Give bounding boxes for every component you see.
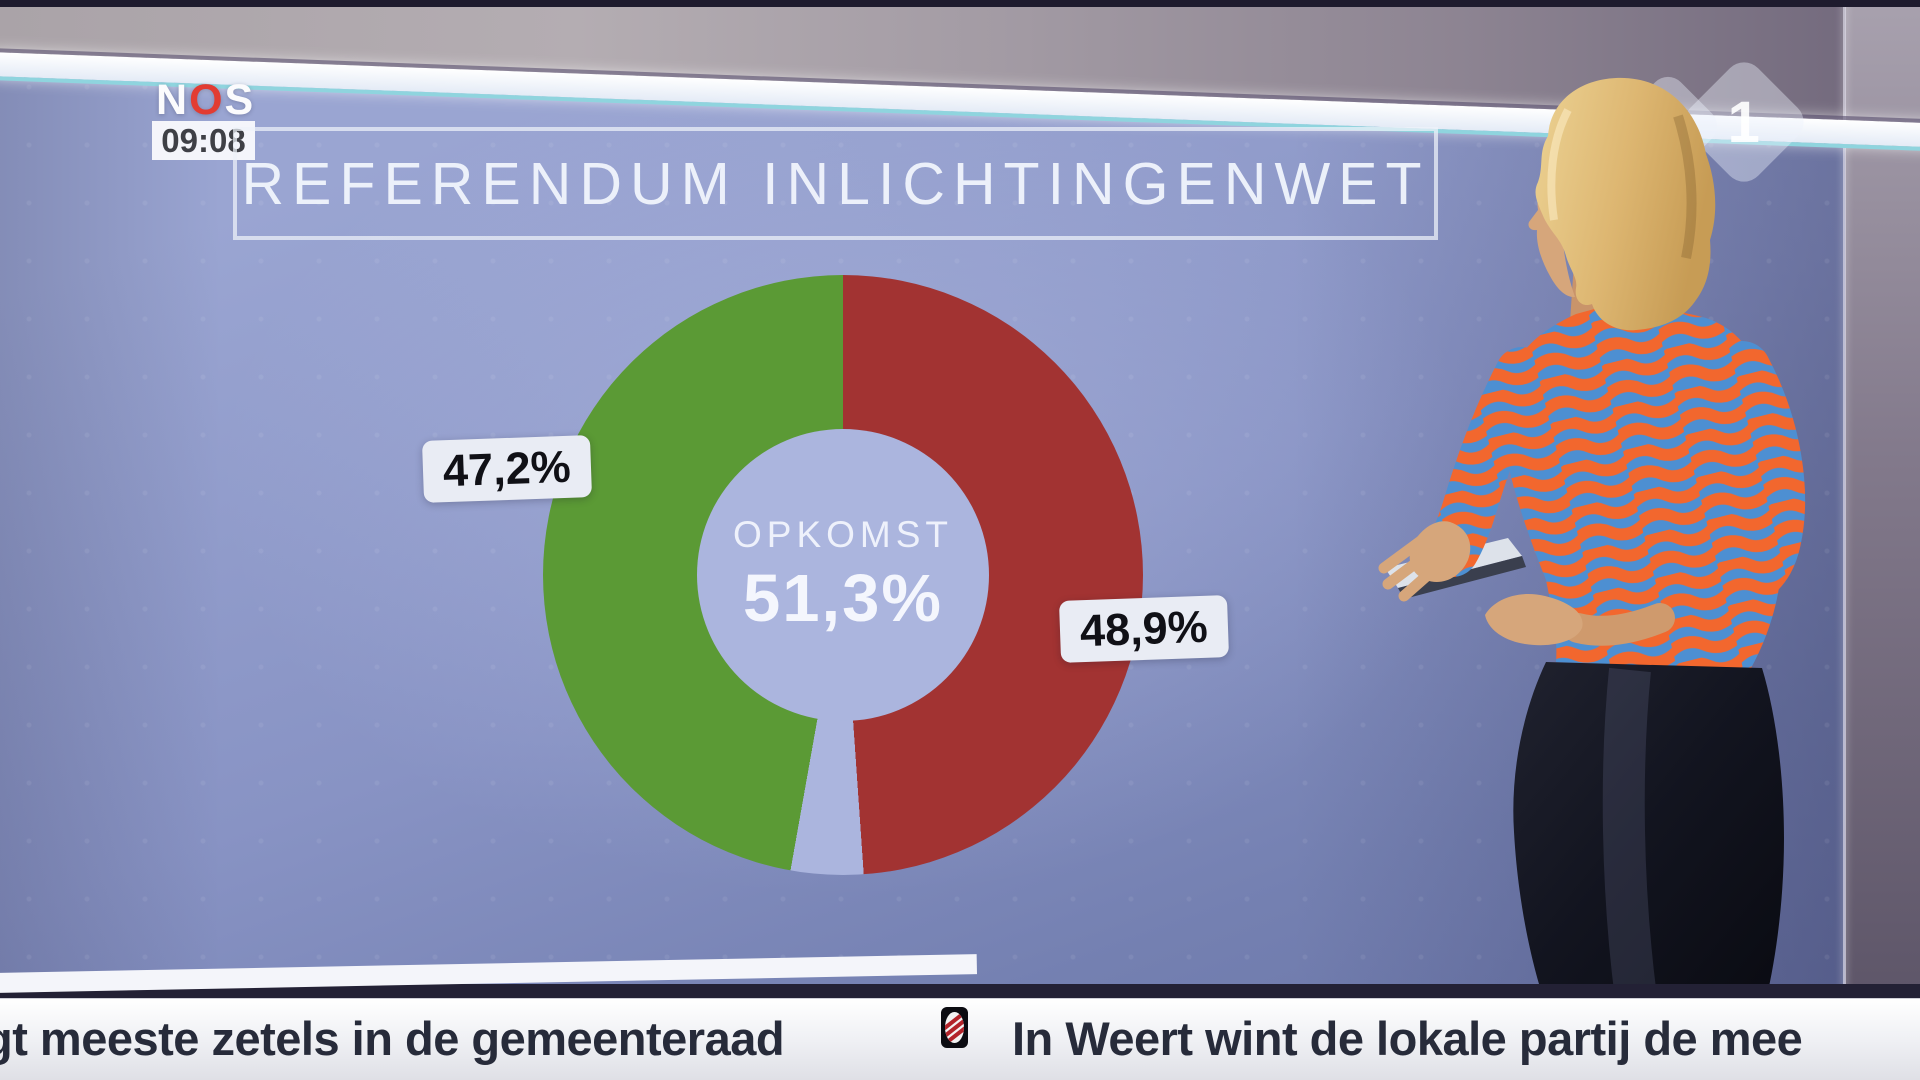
- donut-center: OPKOMST 51,3%: [697, 429, 989, 721]
- donut-chart: OPKOMST 51,3%: [543, 275, 1143, 875]
- red-slice-label: 48,9%: [1058, 595, 1229, 663]
- frame-top-edge: [0, 0, 1920, 7]
- news-ticker: gt meeste zetels in de gemeenteraad In W…: [0, 998, 1920, 1080]
- presenter-sleeve-right: [1653, 341, 1806, 629]
- ticker-headline-left: gt meeste zetels in de gemeenteraad: [0, 1012, 785, 1065]
- studio-wall-right: [1845, 0, 1920, 992]
- ticker-separator-emblem-icon: [941, 1007, 968, 1048]
- nos-logo: NOS: [156, 76, 255, 125]
- ticker-top-band: [0, 984, 1920, 1000]
- green-slice-label: 47,2%: [421, 435, 592, 503]
- presenter-skirt: [1513, 662, 1784, 1000]
- presenter: [1378, 77, 1806, 1000]
- donut-center-value: 51,3%: [743, 560, 943, 636]
- presenter-sleeve-left: [1425, 347, 1549, 577]
- ticker-headline-right: In Weert wint de lokale partij de mee: [1012, 1012, 1803, 1065]
- screen-title-box: REFERENDUM INLICHTINGENWET: [233, 127, 1438, 240]
- nos-letter-o: O: [189, 76, 225, 124]
- clock-time: 09:08: [161, 121, 246, 159]
- nos-letter-n: N: [156, 76, 190, 124]
- wall-seam: [1843, 0, 1846, 992]
- presenter-hand-lower: [1485, 594, 1583, 646]
- presenter-tablet-edge: [1398, 556, 1526, 599]
- presenter-forearm: [1563, 603, 1675, 646]
- donut-center-label: OPKOMST: [732, 513, 954, 555]
- presenter-hair: [1535, 77, 1716, 331]
- screen-title: REFERENDUM INLICHTINGENWET: [241, 150, 1430, 217]
- nos-letter-s: S: [224, 76, 256, 124]
